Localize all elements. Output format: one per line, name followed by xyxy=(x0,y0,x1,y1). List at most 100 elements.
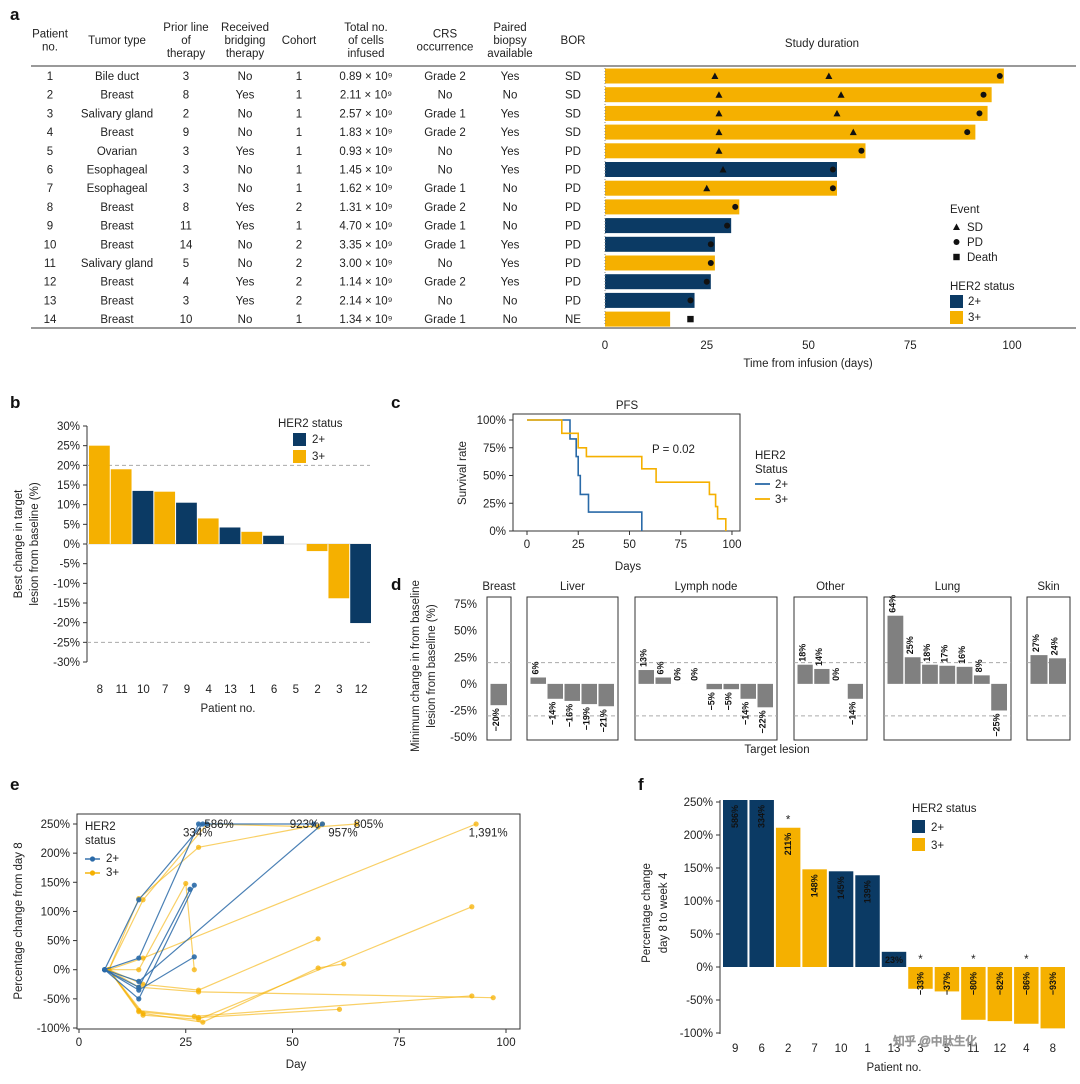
table-cell: Breast xyxy=(100,127,134,139)
table-cell: Yes xyxy=(501,165,520,177)
km-curve-2plus xyxy=(527,419,643,531)
legend-label: 2+ xyxy=(106,853,119,865)
table-cell: Salivary gland xyxy=(81,258,153,270)
y-tick-label: -25% xyxy=(53,637,80,649)
bar-value-label: 586% xyxy=(730,805,740,828)
bar-value-label: 18% xyxy=(922,644,932,662)
bar xyxy=(581,683,597,705)
duration-bar xyxy=(605,180,837,196)
legend-title: HER2 status xyxy=(912,803,977,815)
x-tick-label: 100 xyxy=(496,1037,515,1049)
table-header: Received xyxy=(221,22,269,34)
facet-title: Lymph node xyxy=(675,581,738,593)
table-cell: 1.45 × 10⁹ xyxy=(339,165,392,177)
data-point xyxy=(136,897,142,903)
y-tick-label: -30% xyxy=(53,657,80,669)
legend-title: Status xyxy=(755,464,788,476)
table-header: infused xyxy=(347,48,384,60)
legend-marker xyxy=(89,870,96,876)
table-cell: No xyxy=(238,258,253,270)
bar-value-label: −86% xyxy=(1021,972,1031,995)
legend-title: Event xyxy=(950,204,980,216)
plot-frame xyxy=(512,413,741,532)
table-cell: Grade 1 xyxy=(424,314,466,326)
table-cell: 2 xyxy=(47,90,53,102)
table-cell: No xyxy=(503,202,518,214)
table-cell: No xyxy=(238,239,253,251)
bar-value-label: 23% xyxy=(885,955,903,965)
table-cell: 3 xyxy=(183,165,189,177)
x-tick-label: 11 xyxy=(967,1043,979,1055)
data-point xyxy=(140,1012,146,1018)
table-cell: Breast xyxy=(100,295,134,307)
table-cell: Grade 1 xyxy=(424,183,466,195)
table-cell: PD xyxy=(565,295,581,307)
table-cell: SD xyxy=(565,127,581,139)
table-cell: 12 xyxy=(44,277,57,289)
facet-frame xyxy=(793,596,868,741)
y-tick-label: 5% xyxy=(63,519,80,531)
bar xyxy=(547,683,563,699)
legend-sd-marker xyxy=(953,223,960,230)
clipped-value-label: 1,391% xyxy=(469,828,508,840)
data-point xyxy=(140,981,146,987)
legend-label: 3+ xyxy=(931,840,944,852)
x-tick-label: 25 xyxy=(700,340,713,352)
x-tick-label: 11 xyxy=(116,684,128,696)
table-header: occurrence xyxy=(417,42,474,54)
patient-trajectory-3plus xyxy=(108,969,494,999)
data-point xyxy=(353,821,360,827)
legend-label: 2+ xyxy=(775,479,788,491)
bar-value-label: 0% xyxy=(673,668,683,681)
table-cell: 3.00 × 10⁹ xyxy=(339,258,392,270)
bar xyxy=(961,967,986,1020)
table-cell: 1 xyxy=(296,146,302,158)
data-point xyxy=(195,989,202,995)
y-tick-label: -50% xyxy=(43,994,70,1006)
table-header: therapy xyxy=(167,48,206,60)
table-cell: 3 xyxy=(183,295,189,307)
event-sd-marker xyxy=(711,72,719,79)
y-tick-label: 25% xyxy=(483,498,506,510)
panel-letter: a xyxy=(10,5,20,24)
x-tick-label: 3 xyxy=(336,684,342,696)
table-cell: 1 xyxy=(296,127,302,139)
x-tick-label: 1 xyxy=(864,1043,870,1055)
bar xyxy=(176,502,197,544)
y-tick-label: -100% xyxy=(37,1023,70,1035)
facet-title: Breast xyxy=(482,581,516,593)
table-cell: 13 xyxy=(44,295,57,307)
table-cell: Yes xyxy=(236,295,255,307)
bar xyxy=(956,666,973,684)
bar xyxy=(887,615,904,684)
y-tick-label: -50% xyxy=(686,995,713,1007)
table-cell: PD xyxy=(565,183,581,195)
table-cell: 2 xyxy=(296,258,302,270)
x-tick-label: 25 xyxy=(179,1037,192,1049)
data-point xyxy=(195,1016,202,1022)
significance-asterisk: * xyxy=(786,815,791,827)
table-cell: Breast xyxy=(100,239,134,251)
data-point xyxy=(191,882,197,888)
table-cell: PD xyxy=(565,221,581,233)
bar-value-label: 8% xyxy=(974,659,984,672)
bar-value-label: −21% xyxy=(599,709,609,732)
bar xyxy=(655,677,671,684)
bar xyxy=(638,670,654,684)
legend-title: status xyxy=(85,835,116,847)
data-point xyxy=(200,1019,206,1025)
legend-swatch xyxy=(912,838,925,851)
legend-label: SD xyxy=(967,222,983,234)
bar xyxy=(132,490,154,544)
event-sd-marker xyxy=(833,109,841,117)
table-cell: Ovarian xyxy=(97,146,137,158)
table-cell: Bile duct xyxy=(95,71,140,83)
table-cell: 5 xyxy=(47,146,53,158)
bar xyxy=(757,683,773,708)
bar-value-label: 211% xyxy=(783,833,793,856)
data-point xyxy=(204,821,210,827)
data-point xyxy=(140,897,146,903)
data-point xyxy=(191,954,197,960)
table-cell: Grade 2 xyxy=(424,277,466,289)
y-axis-label: lesion from baseline (%) xyxy=(29,482,41,606)
